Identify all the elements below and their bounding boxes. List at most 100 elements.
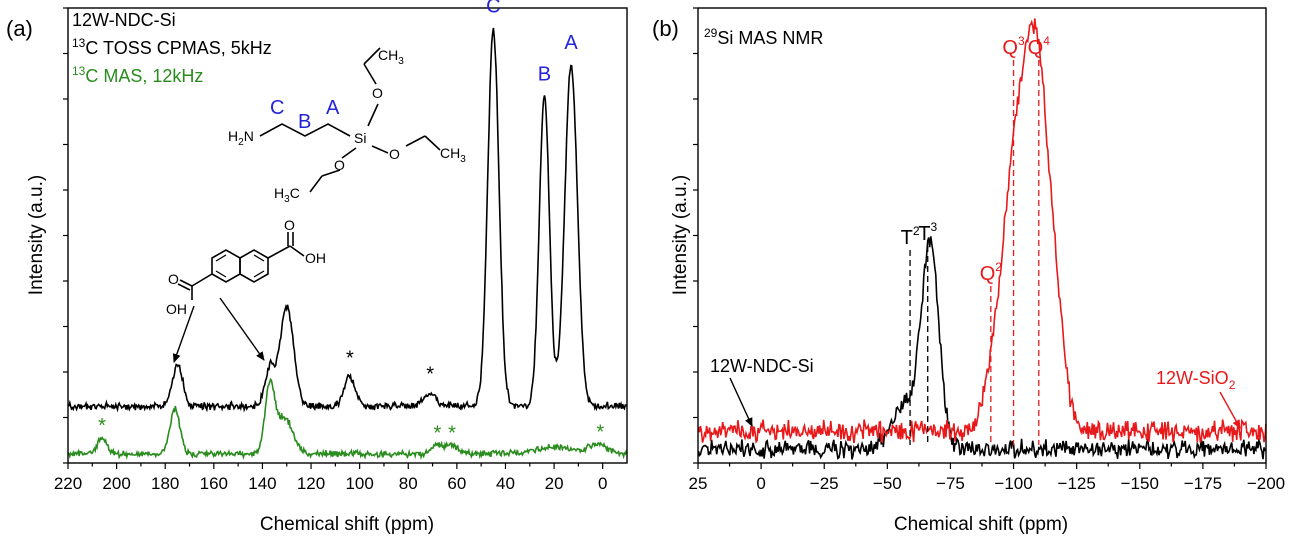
legend-toss-sup: 13 [72, 36, 86, 50]
ndc-arrow-right [219, 297, 265, 361]
panel-a-xtick-label: 80 [399, 474, 418, 493]
aptes-h3c: H3C [274, 185, 300, 205]
aptes-h3c-h: H [274, 185, 284, 201]
aptes-h3c-sub: 3 [284, 194, 290, 205]
panel-a-xtick-label: 20 [545, 474, 564, 493]
black-star-marker: * [346, 348, 354, 370]
panel-b-label: (b) [652, 16, 679, 41]
ndc-inner-bond-2 [215, 270, 227, 278]
ndc-o-left: O [168, 271, 179, 287]
ndc-oh-right: OH [305, 250, 326, 266]
ndc-cooh-left-bond [191, 273, 213, 287]
legend-b-sup: 29 [704, 26, 718, 40]
aptes-ch2-h3c-bond [309, 175, 323, 193]
panel-b-ticks-group: 25 0 −25 −50 −75 −100 −125 −150 −175 −200 [689, 7, 1285, 493]
aptes-si-o-bottom-bond [341, 147, 357, 159]
panel-a-xtick-label: 160 [200, 474, 228, 493]
aptes-h2n: H2N [228, 128, 254, 148]
ndc-co-left-double [179, 279, 193, 287]
aptes-o-right-ch2-bond [405, 135, 426, 147]
aptes-ch3-right-main: CH [440, 145, 460, 161]
green-star-marker: * [434, 422, 442, 444]
panel-a-ticks-group: 220 200 180 160 140 120 100 80 60 40 20 0 [54, 7, 607, 493]
panel-a-xtick-label: 200 [102, 474, 130, 493]
ndc-ring-left [211, 249, 241, 283]
aptes-h2n-sub: 2 [238, 137, 244, 148]
panel-a-series-1-line [67, 377, 628, 460]
aptes-chain-bonds [259, 123, 351, 137]
panel-b: (b) Intensity (a.u.) Chemical shift (ppm… [652, 7, 1285, 535]
panel-b-ylabel: Intensity (a.u.) [670, 175, 691, 295]
peak-letter-b: B [538, 64, 551, 86]
panel-b-xtick-label: 0 [756, 474, 765, 493]
aptes-o-right: O [389, 146, 400, 162]
panel-b-xtick-label: −150 [1121, 474, 1159, 493]
aptes-structure: CH3 O Si O CH3 O H3C H2N C B A [228, 47, 466, 205]
aptes-o-bottom: O [334, 157, 345, 173]
aptes-si-o-right-bond [371, 145, 389, 154]
panel-a-frame [67, 7, 628, 464]
panel-b-xtick-label: −100 [994, 474, 1032, 493]
panel-a-ylabel: Intensity (a.u.) [26, 175, 47, 295]
panel-b-xtick-label: −175 [1184, 474, 1222, 493]
panel-b-xtick-label: −25 [810, 474, 839, 493]
green-star-marker: * [98, 415, 106, 437]
panel-a-legend-toss: 13C TOSS CPMAS, 5kHz [72, 36, 272, 58]
panel-b-frame [697, 7, 1267, 464]
panel-a-xtick-label: 100 [345, 474, 373, 493]
ndc-inner-bond-1 [215, 254, 227, 262]
series-label-sio2: 12W-SiO2 [1156, 368, 1236, 392]
ndc-inner-bond-3 [253, 254, 265, 262]
aptes-ch3-right: CH3 [440, 145, 466, 165]
aptes-o-bottom-ch2-bond [321, 169, 341, 177]
legend-mas-text: C MAS, 12kHz [85, 66, 203, 86]
panel-a-xtick-label: 220 [54, 474, 82, 493]
ndc-inner-bond-4 [253, 270, 265, 278]
green-star-marker: * [448, 422, 456, 444]
panel-b-dashed-lines [909, 60, 1040, 445]
aptes-ch2-ch3-right-bond [424, 135, 441, 151]
ndc-co-left-double-2 [177, 283, 191, 291]
aptes-label-b: B [298, 111, 311, 133]
panel-b-xtick-label: −125 [1058, 474, 1096, 493]
ndc-o-right: O [284, 217, 295, 233]
aptes-ch3-top-main: CH [378, 47, 398, 63]
black-star-marker: * [426, 363, 434, 385]
aptes-h3c-c: C [290, 185, 300, 201]
aptes-ch3-top-sub: 3 [398, 56, 404, 67]
aptes-o-top-ch2-bond [363, 63, 377, 85]
panel-a-label: (a) [6, 16, 33, 41]
aptes-o-top: O [372, 85, 383, 101]
species-label-q4: Q4 [1028, 34, 1051, 59]
panel-a-xtick-label: 140 [248, 474, 276, 493]
peak-letter-a: A [564, 32, 578, 54]
species-label-t3: T3 [918, 220, 937, 245]
legend-toss-text: C TOSS CPMAS, 5kHz [85, 38, 271, 58]
panel-a-annotations: *** * * *CBA [98, 0, 604, 444]
panel-a-xtick-label: 40 [496, 474, 515, 493]
ndc-cooh-right-bond [267, 245, 291, 259]
legend-mas-sup: 13 [72, 64, 86, 78]
aptes-ch3-top: CH3 [378, 47, 404, 67]
panel-a-series-group [67, 27, 628, 460]
panel-a: (a) Intensity (a.u.) Chemical shift (ppm… [6, 0, 628, 535]
panel-b-series-group [697, 18, 1267, 460]
aptes-h2n-n: N [244, 128, 254, 144]
series-label-sio2-sub: 2 [1229, 378, 1236, 392]
aptes-si: Si [354, 130, 366, 146]
legend-b-text: Si MAS NMR [717, 28, 823, 48]
panel-b-xlabel: Chemical shift (ppm) [894, 514, 1068, 535]
panel-a-xtick-label: 0 [598, 474, 607, 493]
aptes-label-a: A [326, 97, 340, 119]
series-arrow-sio2 [1219, 391, 1241, 429]
panel-b-xtick-label: −50 [873, 474, 902, 493]
ndc-arrow-left [172, 305, 195, 363]
series-label-ndc-si: 12W-NDC-Si [710, 356, 814, 376]
ndc-oh-left: OH [166, 301, 187, 317]
species-label-q3: Q3 [1002, 34, 1025, 59]
green-star-marker: * [596, 422, 604, 444]
peak-letter-c: C [486, 0, 500, 17]
ndc-structure: O OH O OH [166, 217, 326, 363]
